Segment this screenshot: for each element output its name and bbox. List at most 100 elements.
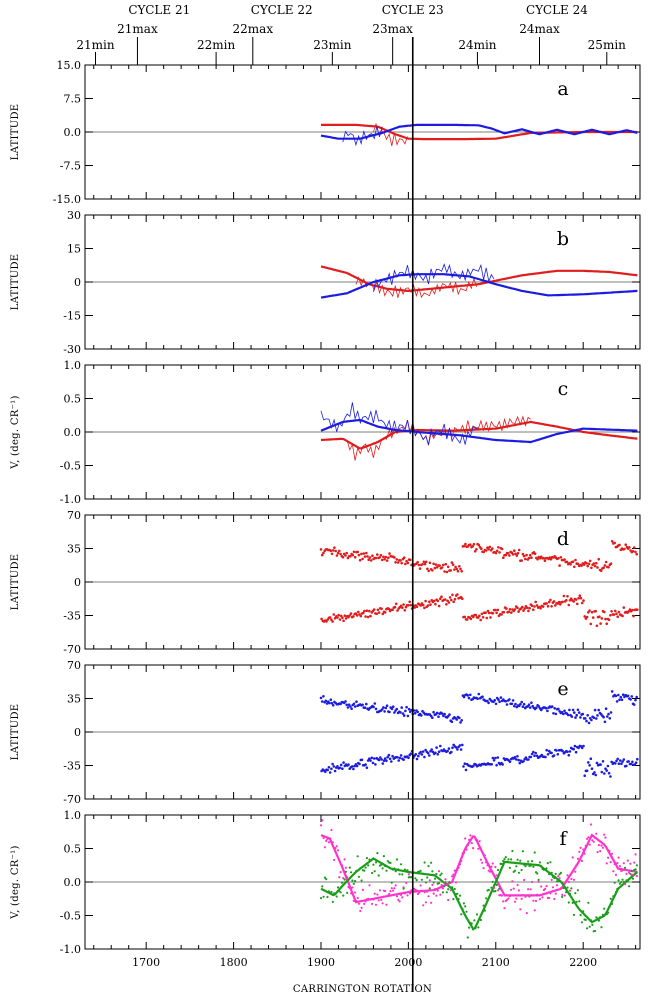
data-point [456, 593, 459, 596]
data-point [468, 926, 471, 929]
data-point [435, 711, 439, 715]
data-point [616, 887, 619, 891]
data-point [613, 863, 616, 866]
data-point [350, 707, 353, 710]
panel-b: -30 -15 0 15 30 b LATITUDE [10, 209, 641, 356]
data-point [602, 566, 605, 569]
data-point [538, 861, 542, 864]
data-point [581, 712, 585, 716]
data-point [325, 839, 328, 843]
data-point [546, 605, 550, 608]
data-point [484, 549, 488, 552]
data-point [383, 611, 387, 614]
data-point [362, 552, 366, 555]
data-point [550, 751, 553, 755]
data-point [558, 564, 561, 567]
data-point [440, 595, 443, 598]
data-point [481, 911, 484, 914]
data-point [593, 564, 597, 568]
data-point [582, 848, 585, 851]
data-point [479, 618, 483, 622]
data-point [467, 696, 471, 700]
data-point [443, 598, 447, 601]
data-point [419, 869, 422, 873]
data-point [550, 871, 553, 874]
data-point [548, 896, 551, 900]
data-point [320, 553, 324, 557]
data-point [582, 744, 585, 748]
data-point [497, 546, 500, 549]
data-point [424, 560, 428, 564]
data-point [482, 867, 485, 870]
data-point [339, 614, 343, 618]
data-point [330, 890, 333, 894]
data-point [514, 702, 517, 706]
data-point [413, 606, 416, 609]
data-point [333, 617, 337, 620]
data-point [544, 887, 547, 891]
data-point [398, 756, 402, 760]
data-point [444, 881, 447, 884]
data-point [590, 566, 593, 570]
data-point [437, 604, 441, 608]
data-point [399, 604, 403, 608]
data-point [381, 612, 385, 616]
data-point [395, 707, 399, 711]
data-point [614, 762, 617, 765]
data-point [495, 611, 498, 615]
data-point [363, 609, 366, 613]
data-point [500, 862, 503, 866]
data-point [629, 762, 633, 766]
data-point [616, 861, 619, 865]
data-point [426, 890, 429, 893]
data-point [424, 599, 427, 603]
data-point [322, 695, 325, 698]
data-point [439, 744, 442, 748]
data-point [446, 749, 449, 753]
data-point [384, 864, 387, 868]
data-point [350, 871, 353, 874]
data-point [445, 883, 448, 886]
panel-letter-b: b [557, 228, 569, 250]
data-point [451, 886, 454, 889]
data-point [385, 869, 388, 872]
data-point [422, 904, 425, 907]
data-point [571, 560, 575, 563]
y-tick-label: 15.0 [57, 59, 82, 72]
data-point [365, 856, 368, 860]
data-point [333, 858, 336, 862]
data-point [439, 597, 442, 600]
data-point [485, 616, 489, 620]
data-point [626, 694, 630, 698]
data-point [576, 857, 580, 860]
data-point [578, 850, 581, 853]
data-point [590, 919, 593, 922]
data-point [485, 897, 488, 900]
data-point [574, 598, 578, 601]
data-point [554, 604, 557, 607]
x-tick-label: 1800 [220, 956, 248, 969]
data-point [607, 771, 611, 775]
data-point [622, 862, 625, 865]
data-point [415, 605, 419, 608]
data-point [406, 894, 409, 897]
data-point [382, 759, 386, 762]
data-point [619, 695, 623, 699]
data-point [402, 714, 406, 717]
data-point [426, 876, 429, 879]
data-point [355, 899, 358, 903]
data-point [377, 874, 380, 877]
data-point [327, 890, 330, 893]
data-point [397, 868, 400, 871]
y-axis-title: V, (deg. CR⁻¹) [10, 845, 21, 919]
data-point [480, 612, 484, 616]
data-point [379, 756, 382, 759]
data-point [475, 913, 479, 916]
data-point [397, 759, 401, 762]
data-point [521, 850, 525, 853]
data-point [322, 551, 325, 555]
data-point [344, 870, 347, 873]
data-point [609, 861, 612, 864]
data-point [513, 869, 517, 872]
data-point [358, 558, 362, 562]
